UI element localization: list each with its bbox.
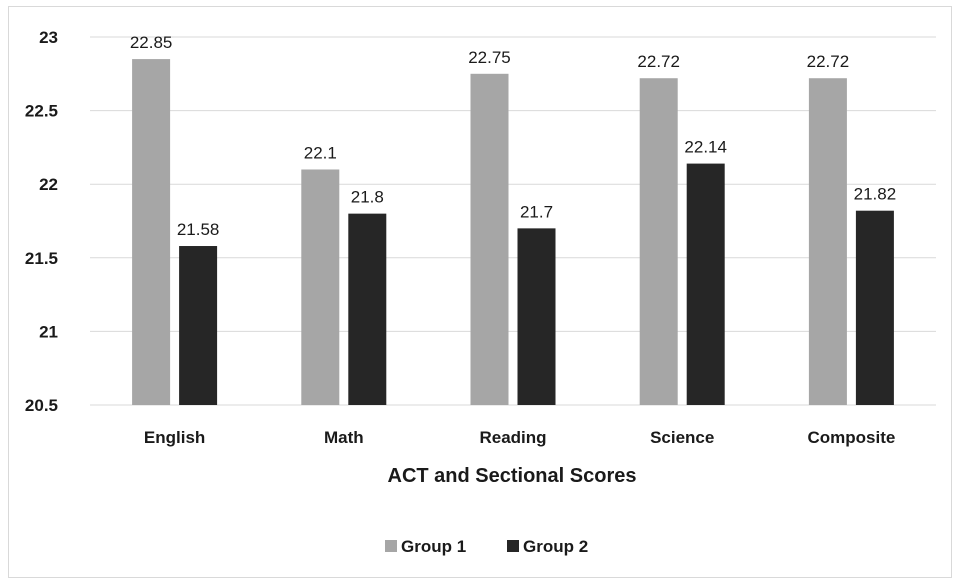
bar xyxy=(855,210,894,405)
data-label: 22.75 xyxy=(468,48,511,67)
x-axis-categories: English Math Reading Science Composite xyxy=(144,428,895,447)
bar xyxy=(808,78,847,405)
x-category-label: Science xyxy=(650,428,714,447)
legend-swatch xyxy=(385,540,397,552)
legend-swatch xyxy=(507,540,519,552)
y-axis-ticks: 20.5 21 21.5 22 22.5 23 xyxy=(25,28,58,415)
data-label: 21.82 xyxy=(854,185,897,204)
bar xyxy=(639,78,678,405)
x-category-label: Math xyxy=(324,428,364,447)
legend-label: Group 2 xyxy=(523,537,588,556)
bar xyxy=(132,59,171,406)
legend-label: Group 1 xyxy=(401,537,466,556)
gridlines xyxy=(90,36,936,406)
data-label: 21.58 xyxy=(177,220,220,239)
y-tick-label: 21.5 xyxy=(25,249,58,268)
data-labels: 22.85 21.58 22.1 21.8 22.75 21.7 22.72 22.14 22.… xyxy=(130,33,896,239)
y-tick-label: 22 xyxy=(39,175,58,194)
x-category-label: Composite xyxy=(807,428,895,447)
bar xyxy=(686,163,725,405)
bars xyxy=(132,59,894,406)
bar xyxy=(348,213,387,405)
bar xyxy=(179,246,218,405)
data-label: 22.14 xyxy=(684,138,727,157)
bar xyxy=(517,228,556,405)
y-tick-label: 21 xyxy=(39,322,58,341)
x-axis-title: ACT and Sectional Scores xyxy=(388,465,637,487)
data-label: 22.72 xyxy=(637,52,680,71)
x-category-label: Reading xyxy=(479,428,546,447)
y-tick-label: 22.5 xyxy=(25,102,58,121)
data-label: 22.72 xyxy=(807,52,850,71)
bar xyxy=(301,169,340,405)
data-label: 21.7 xyxy=(520,202,553,221)
data-label: 22.85 xyxy=(130,33,173,52)
bar xyxy=(470,73,509,406)
y-tick-label: 23 xyxy=(39,28,58,47)
data-label: 21.8 xyxy=(351,188,384,207)
data-label: 22.1 xyxy=(304,143,337,162)
legend: Group 1 Group 2 xyxy=(385,537,588,556)
x-category-label: English xyxy=(144,428,205,447)
y-tick-label: 20.5 xyxy=(25,396,58,415)
